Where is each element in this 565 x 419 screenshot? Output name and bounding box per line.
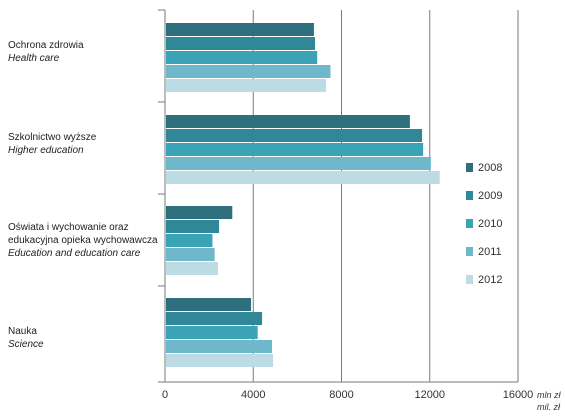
legend-swatch [466, 219, 473, 228]
legend-label: 2012 [478, 274, 502, 286]
category-label-pl: Oświata i wychowanie oraz [8, 222, 129, 233]
bar [166, 37, 316, 50]
legend-swatch [466, 275, 473, 284]
x-axis: 0 4000 8000 12000 16000 mln zł mil. zł [162, 10, 562, 412]
bar [166, 51, 318, 64]
bar [166, 340, 273, 353]
category-label-pl: edukacyjna opieka wychowawcza [8, 235, 158, 246]
legend-label: 2011 [478, 246, 502, 258]
x-tick-label: 16000 [503, 389, 534, 401]
category-label-pl: Ochrona zdrowia [8, 40, 84, 51]
legend-swatch [466, 247, 473, 256]
legend-label: 2009 [478, 190, 502, 202]
x-tick-label: 0 [162, 389, 168, 401]
bar [166, 298, 252, 311]
bar [166, 129, 423, 142]
x-tick-label: 8000 [329, 389, 353, 401]
category-label-pl: Szkolnictwo wyższe [8, 132, 97, 143]
bar [166, 206, 233, 219]
bar [166, 354, 274, 367]
x-tick-label: 12000 [414, 389, 445, 401]
bar [166, 312, 263, 325]
bar [166, 220, 220, 233]
category-label-en: Education and education care [8, 248, 141, 259]
legend-swatch [466, 191, 473, 200]
bar [166, 115, 410, 128]
bar [166, 262, 218, 275]
legend-swatch [466, 163, 473, 172]
category-labels: Ochrona zdrowia Health care Szkolnictwo wy… [8, 40, 158, 350]
bar [166, 157, 431, 170]
category-label-pl: Nauka [8, 326, 37, 337]
legend-label: 2010 [478, 218, 502, 230]
category-label-en: Higher education [8, 145, 84, 156]
legend: 2008 2009 2010 2011 2012 [466, 162, 502, 286]
unit-label-pl: mln zł [537, 390, 562, 400]
bar [166, 234, 213, 247]
bar [166, 23, 314, 36]
category-label-en: Science [8, 339, 44, 350]
bar [166, 143, 424, 156]
category-label-en: Health care [8, 53, 60, 64]
bar [166, 171, 440, 184]
x-tick-label: 4000 [241, 389, 265, 401]
bars [166, 23, 440, 367]
bar [166, 65, 331, 78]
category-separators [158, 9, 165, 383]
unit-label-en: mil. zł [537, 402, 561, 412]
bar [166, 79, 327, 92]
legend-label: 2008 [478, 162, 502, 174]
bar [166, 248, 215, 261]
bar [166, 326, 258, 339]
